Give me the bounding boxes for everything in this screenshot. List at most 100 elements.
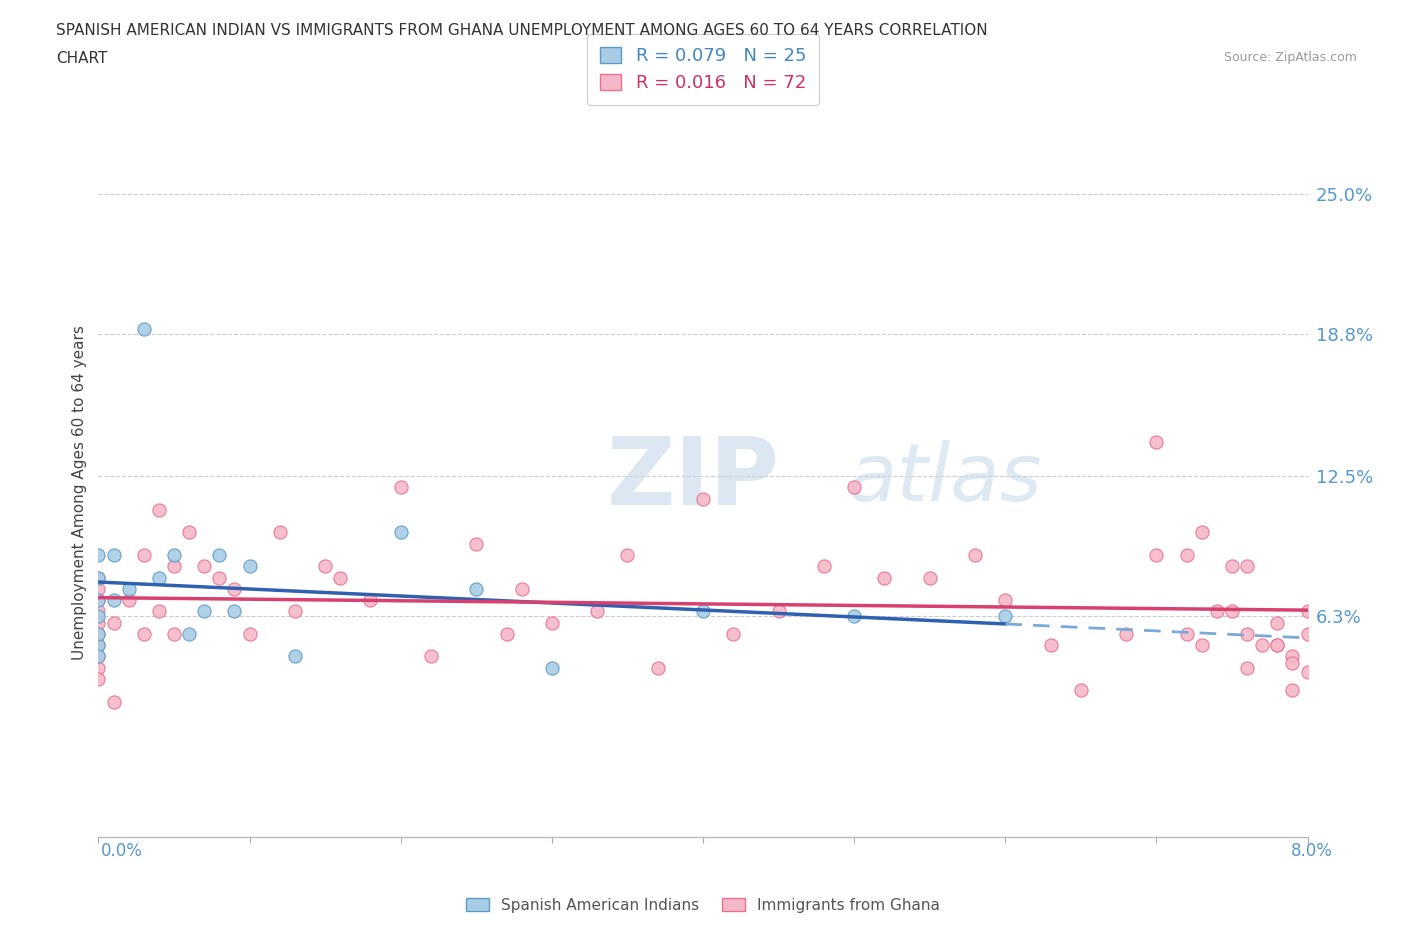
Point [87,548,110,563]
Point [1191,638,1213,653]
Point [692,491,714,506]
Point [103,592,125,607]
Point [586,604,609,618]
Point [103,616,125,631]
Point [844,608,866,623]
Point [118,581,141,596]
Point [329,570,352,585]
Point [239,627,262,642]
Point [873,570,896,585]
Point [918,570,941,585]
Point [1144,434,1167,449]
Point [103,694,125,709]
Point [87,638,110,653]
Point [1220,559,1243,574]
Point [1236,660,1258,675]
Point [495,627,517,642]
Point [118,592,141,607]
Point [208,548,231,563]
Text: atlas: atlas [848,440,1043,518]
Point [994,592,1017,607]
Point [1296,627,1319,642]
Point [269,525,291,539]
Point [87,638,110,653]
Point [148,604,170,618]
Point [87,570,110,585]
Text: CHART: CHART [56,51,108,66]
Point [1296,604,1319,618]
Point [813,559,835,574]
Point [1281,683,1303,698]
Point [179,525,201,539]
Text: SPANISH AMERICAN INDIAN VS IMMIGRANTS FROM GHANA UNEMPLOYMENT AMONG AGES 60 TO 6: SPANISH AMERICAN INDIAN VS IMMIGRANTS FR… [56,23,988,38]
Point [87,627,110,642]
Point [284,649,307,664]
Point [179,627,201,642]
Point [314,559,336,574]
Point [87,570,110,585]
Text: 0.0%: 0.0% [101,842,143,860]
Point [1236,559,1258,574]
Point [1175,548,1198,563]
Point [1281,656,1303,671]
Point [163,559,186,574]
Point [1265,616,1288,631]
Point [1220,604,1243,618]
Point [465,537,488,551]
Text: 8.0%: 8.0% [1291,842,1333,860]
Point [1191,525,1213,539]
Point [132,627,155,642]
Legend: Spanish American Indians, Immigrants from Ghana: Spanish American Indians, Immigrants fro… [460,892,946,919]
Point [163,627,186,642]
Point [87,649,110,664]
Text: ZIP: ZIP [606,433,779,525]
Y-axis label: Unemployment Among Ages 60 to 64 years: Unemployment Among Ages 60 to 64 years [72,326,87,660]
Point [193,604,215,618]
Point [87,627,110,642]
Point [87,592,110,607]
Point [994,608,1017,623]
Point [965,548,987,563]
Point [87,671,110,686]
Point [1265,638,1288,653]
Point [239,559,262,574]
Point [224,604,246,618]
Point [1115,627,1137,642]
Point [87,660,110,675]
Point [87,608,110,623]
Point [768,604,790,618]
Text: Source: ZipAtlas.com: Source: ZipAtlas.com [1223,51,1357,64]
Point [284,604,307,618]
Point [1175,627,1198,642]
Point [359,592,381,607]
Point [87,649,110,664]
Point [1296,665,1319,680]
Point [389,480,412,495]
Point [1251,638,1274,653]
Point [132,548,155,563]
Point [723,627,745,642]
Point [193,559,215,574]
Point [208,570,231,585]
Point [103,548,125,563]
Point [465,581,488,596]
Point [163,548,186,563]
Point [616,548,638,563]
Point [540,660,562,675]
Point [224,581,246,596]
Point [1236,627,1258,642]
Point [1281,649,1303,664]
Point [692,604,714,618]
Point [540,616,562,631]
Point [87,581,110,596]
Point [1039,638,1062,653]
Point [87,592,110,607]
Point [1205,604,1229,618]
Point [647,660,669,675]
Point [148,570,170,585]
Point [1144,548,1167,563]
Point [87,616,110,631]
Point [132,322,155,337]
Point [87,604,110,618]
Point [389,525,412,539]
